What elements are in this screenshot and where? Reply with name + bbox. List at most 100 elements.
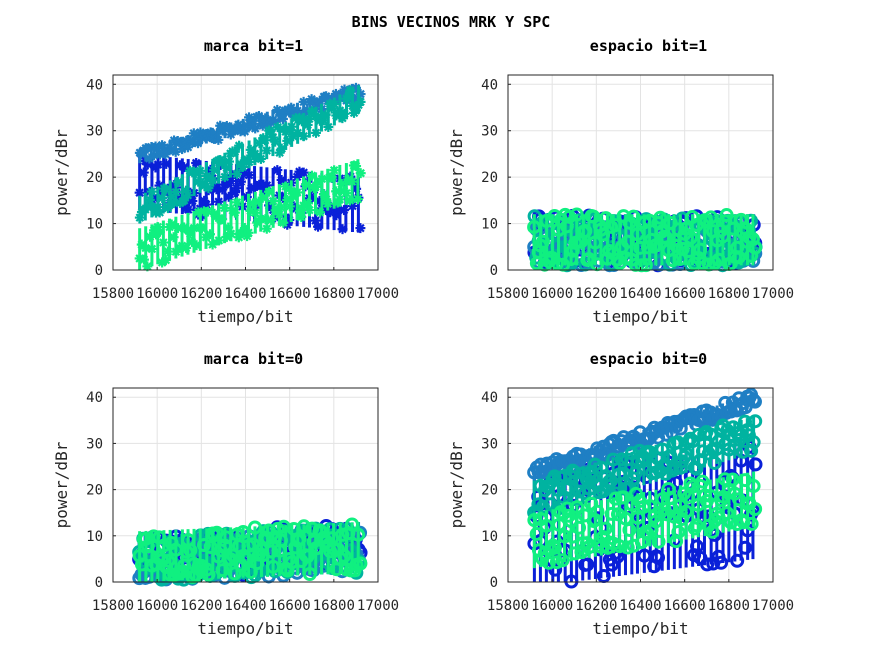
y-axis-label: power/dBr bbox=[52, 441, 71, 528]
data-point bbox=[573, 474, 588, 489]
y-tick-label: 0 bbox=[490, 263, 498, 279]
series-4 bbox=[132, 517, 368, 584]
data-points bbox=[132, 517, 368, 587]
data-point bbox=[714, 555, 729, 570]
data-points bbox=[527, 207, 763, 273]
subplot-1: 15800 16000 16200 16400 16600 16800 17000 0 10 20… bbox=[52, 37, 399, 326]
data-point bbox=[161, 553, 176, 568]
x-axis-label: tiempo/bit bbox=[592, 307, 688, 326]
y-tick-label: 20 bbox=[481, 483, 498, 499]
y-tick-label: 10 bbox=[86, 529, 103, 545]
x-tick-label: 15800 bbox=[92, 598, 134, 614]
data-point bbox=[351, 161, 362, 172]
data-point bbox=[626, 209, 641, 224]
data-point bbox=[638, 258, 653, 273]
x-tick-label: 16400 bbox=[224, 286, 266, 302]
y-tick-label: 30 bbox=[481, 436, 498, 452]
x-tick-label: 16800 bbox=[708, 598, 750, 614]
data-point bbox=[653, 210, 668, 225]
data-point bbox=[731, 250, 746, 265]
y-tick-label: 30 bbox=[86, 436, 103, 452]
y-tick-label: 10 bbox=[481, 217, 498, 233]
data-point bbox=[628, 465, 643, 480]
series-3 bbox=[134, 85, 366, 224]
series-2 bbox=[527, 387, 762, 481]
data-point bbox=[738, 540, 753, 555]
x-axis-label: tiempo/bit bbox=[592, 619, 688, 638]
y-tick-label: 40 bbox=[86, 77, 103, 93]
x-tick-label: 17000 bbox=[357, 286, 399, 302]
data-point bbox=[355, 223, 366, 234]
data-point bbox=[707, 455, 722, 470]
x-tick-label: 16800 bbox=[708, 286, 750, 302]
data-points bbox=[134, 82, 366, 272]
y-tick-label: 30 bbox=[481, 124, 498, 140]
x-tick-label: 16200 bbox=[575, 598, 617, 614]
x-tick-label: 16000 bbox=[531, 286, 573, 302]
x-tick-label: 16600 bbox=[664, 286, 706, 302]
y-tick-label: 20 bbox=[481, 170, 498, 186]
x-tick-label: 16400 bbox=[619, 286, 661, 302]
x-tick-label: 16000 bbox=[531, 598, 573, 614]
x-tick-label: 16600 bbox=[269, 286, 311, 302]
data-point bbox=[671, 525, 686, 540]
data-point bbox=[562, 209, 577, 224]
subplot-3: 15800 16000 16200 16400 16600 16800 17000 0 10 20… bbox=[52, 350, 399, 638]
y-tick-label: 40 bbox=[86, 390, 103, 406]
x-tick-label: 16000 bbox=[136, 286, 178, 302]
data-point bbox=[614, 452, 629, 467]
data-point bbox=[590, 504, 605, 519]
series-4 bbox=[527, 207, 763, 273]
data-point bbox=[651, 534, 666, 549]
data-point bbox=[355, 96, 366, 107]
data-point bbox=[266, 215, 277, 226]
data-point bbox=[154, 207, 165, 218]
x-tick-label: 16400 bbox=[224, 598, 266, 614]
data-point bbox=[744, 516, 759, 531]
data-point bbox=[744, 443, 759, 458]
x-tick-label: 15800 bbox=[92, 286, 134, 302]
data-point bbox=[700, 240, 715, 255]
data-point bbox=[337, 548, 352, 563]
data-point bbox=[314, 207, 325, 218]
y-tick-label: 0 bbox=[490, 575, 498, 591]
data-point bbox=[565, 243, 580, 258]
y-tick-label: 10 bbox=[481, 529, 498, 545]
data-point bbox=[209, 164, 220, 175]
x-tick-label: 16800 bbox=[313, 286, 355, 302]
series-4 bbox=[134, 159, 366, 272]
x-tick-label: 16200 bbox=[180, 598, 222, 614]
data-point bbox=[257, 192, 268, 203]
y-tick-label: 10 bbox=[86, 217, 103, 233]
x-tick-label: 16000 bbox=[136, 598, 178, 614]
x-tick-label: 17000 bbox=[357, 598, 399, 614]
data-point bbox=[748, 414, 763, 429]
y-tick-label: 30 bbox=[86, 124, 103, 140]
y-tick-label: 20 bbox=[86, 170, 103, 186]
data-point bbox=[215, 563, 230, 578]
data-point bbox=[339, 108, 350, 119]
y-tick-label: 0 bbox=[95, 575, 103, 591]
data-point bbox=[695, 474, 710, 489]
x-tick-label: 16200 bbox=[180, 286, 222, 302]
data-point bbox=[622, 522, 637, 537]
data-point bbox=[616, 490, 631, 505]
x-tick-label: 15800 bbox=[487, 598, 529, 614]
data-point bbox=[549, 256, 564, 271]
data-point bbox=[748, 502, 763, 517]
data-point bbox=[203, 183, 214, 194]
data-point bbox=[748, 240, 763, 255]
subplot-2: 15800 16000 16200 16400 16600 16800 17000 0 10 20… bbox=[447, 37, 794, 326]
data-point bbox=[535, 234, 550, 249]
y-tick-label: 40 bbox=[481, 77, 498, 93]
data-point bbox=[183, 543, 198, 558]
x-tick-label: 16400 bbox=[619, 598, 661, 614]
x-tick-label: 16200 bbox=[575, 286, 617, 302]
data-point bbox=[598, 521, 613, 536]
series-4 bbox=[527, 471, 763, 570]
y-tick-label: 20 bbox=[86, 483, 103, 499]
data-point bbox=[719, 208, 734, 223]
data-point bbox=[620, 234, 635, 249]
data-point bbox=[578, 223, 593, 238]
